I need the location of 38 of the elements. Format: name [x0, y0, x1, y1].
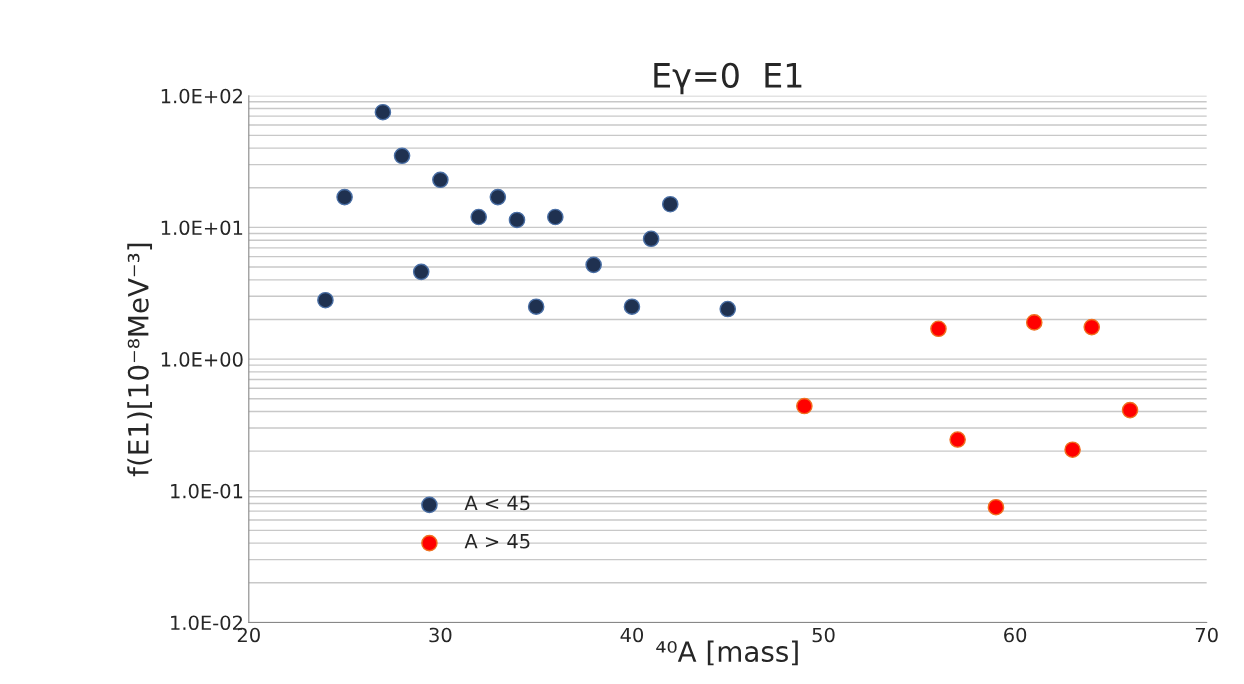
x-tick-label: 30	[429, 627, 452, 643]
point	[470, 208, 487, 226]
point	[642, 230, 660, 248]
point	[547, 208, 564, 226]
point	[930, 320, 947, 338]
point	[585, 256, 602, 274]
point	[527, 298, 545, 316]
point	[949, 431, 966, 448]
chart-title: Eγ=0 E1	[654, 62, 802, 95]
x-tick-label: 50	[812, 627, 835, 643]
point	[1025, 314, 1043, 331]
point	[1083, 318, 1101, 336]
legend-label: A < 45	[464, 495, 530, 511]
point	[374, 103, 392, 121]
legend-label: A > 45	[464, 534, 530, 549]
x-tick-label: 60	[1004, 627, 1027, 643]
y-tick-label: 1.0E+00	[161, 352, 243, 367]
point	[987, 498, 1005, 516]
point	[623, 298, 641, 316]
point	[796, 397, 813, 415]
x-tick-label: 70	[1195, 627, 1218, 643]
y-tick-label: 1.0E-01	[171, 483, 243, 499]
point	[336, 188, 353, 206]
x-tick-label: 40	[620, 627, 644, 643]
point	[489, 188, 507, 206]
y-axis-title: f(E1)[10⁻⁸MeV⁻³]	[127, 243, 153, 477]
point	[661, 195, 679, 213]
y-tick-label: 1.0E+02	[161, 88, 242, 104]
point	[719, 300, 737, 318]
point	[393, 147, 411, 165]
point	[317, 291, 334, 309]
y-tick-label: 1.0E+01	[161, 220, 243, 236]
point	[432, 171, 449, 189]
point	[1121, 401, 1139, 419]
point	[1064, 441, 1081, 459]
point	[412, 263, 430, 281]
point	[508, 211, 526, 229]
x-axis-title: ⁴⁰A [mass]	[656, 640, 798, 666]
